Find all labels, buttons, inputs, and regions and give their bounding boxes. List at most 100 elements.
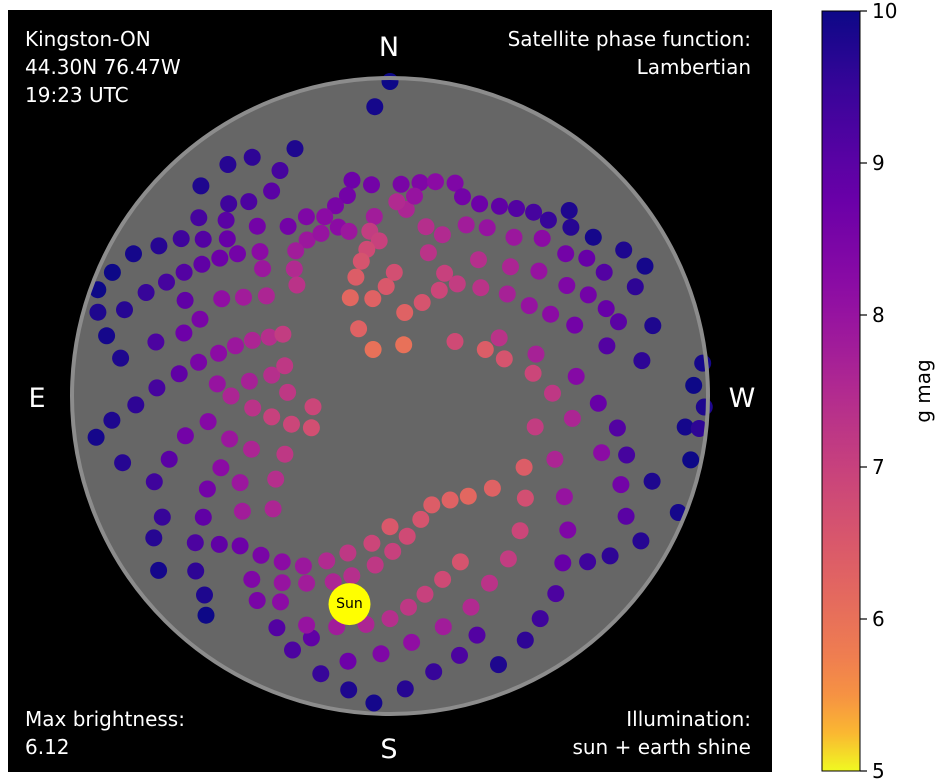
satellite-point <box>558 277 576 294</box>
satellite-point <box>396 304 414 321</box>
satellite-point <box>595 263 613 281</box>
satellite-point <box>579 286 597 304</box>
satellite-point <box>316 208 334 226</box>
satellite-point <box>566 316 584 334</box>
satellite-point <box>388 193 406 211</box>
satellite-point <box>343 171 361 189</box>
max-brightness-value: 6.12 <box>25 735 70 759</box>
satellite-point <box>257 287 275 305</box>
sun-label: Sun <box>336 596 363 612</box>
satellite-point <box>298 616 316 634</box>
colorbar-tick-label: 8 <box>872 303 885 327</box>
colorbar-tick-label: 6 <box>872 607 885 631</box>
satellite-point <box>197 606 215 624</box>
satellite-point <box>240 372 258 390</box>
satellite-point <box>271 162 289 179</box>
satellite-point <box>615 241 633 259</box>
satellite-point <box>395 336 413 354</box>
satellite-point <box>324 573 342 591</box>
satellite-point <box>116 301 133 319</box>
satellite-point <box>229 245 246 263</box>
satellite-point <box>338 187 356 204</box>
satellite-point <box>425 663 443 681</box>
satellite-point <box>193 255 211 273</box>
satellite-point <box>597 300 615 318</box>
satellite-point <box>370 232 388 250</box>
satellite-point <box>459 487 477 505</box>
satellite-point <box>406 187 423 205</box>
satellite-point <box>446 174 464 192</box>
satellite-point <box>231 474 249 492</box>
satellite-point <box>436 264 454 282</box>
colorbar-label: g mag <box>911 359 935 423</box>
satellite-point <box>339 652 357 670</box>
satellite-point <box>563 409 581 427</box>
satellite-point <box>451 646 468 664</box>
colorbar-tick-label: 5 <box>872 759 885 783</box>
satellite-point <box>644 317 662 335</box>
satellite-point <box>350 320 368 338</box>
colorbar-tick-label: 10 <box>872 0 897 23</box>
satellite-point <box>210 344 228 362</box>
satellite-point <box>533 229 551 247</box>
satellite-point <box>610 313 627 331</box>
satellite-point <box>194 508 212 526</box>
satellite-point <box>268 619 286 637</box>
satellite-point <box>612 476 630 494</box>
satellite-point <box>530 262 548 280</box>
satellite-point <box>112 349 130 367</box>
satellite-point <box>211 249 229 267</box>
satellite-point <box>127 396 145 414</box>
satellite-point <box>187 562 205 580</box>
satellite-point <box>412 510 430 528</box>
satellite-point <box>263 408 281 426</box>
satellite-point <box>190 353 208 371</box>
satellite-point <box>366 556 384 574</box>
satellite-point <box>145 529 163 547</box>
satellite-point <box>562 218 580 236</box>
satellite-point <box>546 450 564 468</box>
satellite-point <box>233 502 251 520</box>
satellite-point <box>427 173 444 191</box>
satellite-point <box>381 610 399 628</box>
satellite-point <box>243 148 261 166</box>
satellite-point <box>137 284 155 301</box>
satellite-point <box>589 394 607 412</box>
direction-north: N <box>379 32 399 63</box>
satellite-point <box>273 574 291 592</box>
satellite-point <box>578 249 596 267</box>
satellite-point <box>158 273 175 291</box>
satellite-point <box>608 419 626 437</box>
phase-function-label: Satellite phase function: <box>508 27 751 51</box>
satellite-point <box>194 230 212 248</box>
phase-function-value: Lambertian <box>637 55 751 79</box>
satellite-point <box>352 252 370 270</box>
satellite-point <box>252 546 270 564</box>
satellite-point <box>244 399 262 417</box>
satellite-point <box>198 480 216 498</box>
satellite-point <box>676 418 694 436</box>
satellite-point <box>288 276 306 294</box>
satellite-point <box>547 585 565 603</box>
satellite-point <box>243 331 261 349</box>
satellite-point <box>272 593 289 611</box>
satellite-point <box>263 366 281 384</box>
satellite-point <box>284 641 301 659</box>
satellite-point <box>495 350 513 368</box>
satellite-point <box>411 174 429 192</box>
satellite-point <box>560 202 578 219</box>
satellite-point <box>433 226 451 244</box>
satellite-point <box>89 303 107 321</box>
satellite-point <box>365 694 383 712</box>
satellite-point <box>381 73 399 90</box>
satellite-point <box>341 289 359 307</box>
satellite-point <box>363 534 381 552</box>
observation-time: 19:23 UTC <box>25 83 129 107</box>
satellite-point <box>340 681 358 699</box>
satellite-point <box>434 570 452 588</box>
satellite-point <box>417 218 435 236</box>
satellite-point <box>251 243 269 261</box>
satellite-point <box>274 325 292 343</box>
satellite-point <box>385 263 403 281</box>
satellite-point <box>192 177 210 195</box>
